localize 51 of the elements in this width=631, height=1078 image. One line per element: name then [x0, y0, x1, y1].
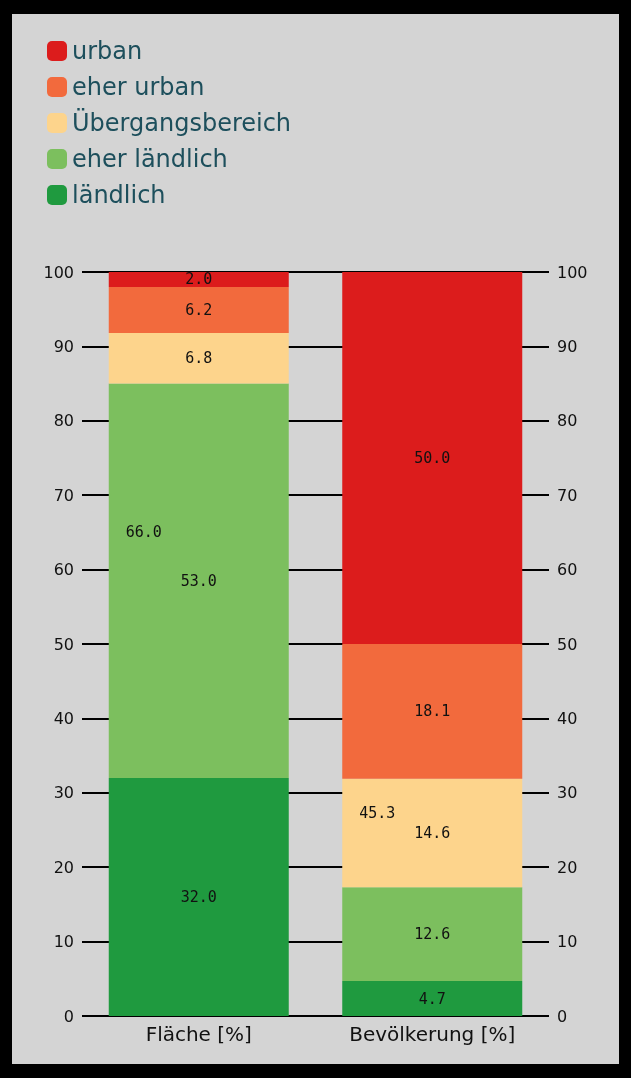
y-tick-label: 20: [53, 857, 74, 877]
bar: [342, 272, 523, 644]
y2-tick-label: 90: [557, 336, 578, 356]
data-label: 12.6: [414, 925, 451, 944]
bar: [342, 887, 523, 982]
y-tick-label: 10: [53, 932, 74, 952]
y-tick-label: 40: [53, 708, 74, 728]
x-tick-label: Bevölkerung [%]: [349, 1022, 516, 1046]
data-label: 50.0: [414, 449, 451, 467]
y-tick-label: 50: [53, 634, 74, 654]
y-tick-label: 30: [53, 783, 74, 803]
y2-tick-label: 70: [557, 485, 578, 505]
annotation: 45.3: [359, 803, 396, 822]
data-label: 18.1: [414, 702, 451, 721]
y2-tick-label: 50: [557, 634, 578, 654]
y2-tick-label: 10: [557, 932, 578, 952]
legend-label: eher ländlich: [72, 145, 228, 173]
bar: [108, 272, 289, 287]
data-label: 14.6: [414, 823, 451, 842]
data-label: 2.0: [185, 270, 213, 289]
y2-tick-label: 30: [557, 783, 578, 803]
bar: [342, 644, 523, 779]
y-tick-label: 70: [53, 485, 74, 505]
legend-label: urban: [72, 37, 143, 65]
y2-tick-label: 100: [557, 262, 588, 282]
bar: [108, 383, 289, 778]
y2-tick-label: 60: [557, 560, 578, 580]
legend-label: eher urban: [72, 73, 205, 101]
y2-tick-label: 40: [557, 708, 578, 728]
y2-tick-label: 20: [557, 857, 578, 877]
y-tick-label: 80: [53, 411, 74, 431]
data-label: 4.7: [418, 989, 446, 1008]
bar: [342, 981, 523, 1016]
annotation: 66.0: [125, 523, 162, 542]
bar: [108, 333, 289, 384]
bar: [342, 778, 523, 888]
x-tick-label: Fläche [%]: [145, 1022, 252, 1046]
bar: [108, 777, 289, 1016]
data-label: 32.0: [180, 887, 217, 906]
legend-label: ländlich: [72, 181, 166, 209]
y2-tick-label: 0: [557, 1006, 568, 1026]
y-tick-label: 0: [63, 1006, 74, 1026]
y-tick-label: 60: [53, 560, 74, 580]
y-tick-label: 100: [43, 262, 74, 282]
y2-tick-label: 80: [557, 411, 578, 431]
data-label: 6.8: [185, 349, 213, 368]
bar: [108, 286, 289, 334]
data-label: 53.0: [180, 571, 217, 590]
y-tick-label: 90: [53, 336, 74, 356]
legend-label: Übergangsbereich: [72, 108, 292, 137]
data-label: 6.2: [185, 300, 213, 319]
